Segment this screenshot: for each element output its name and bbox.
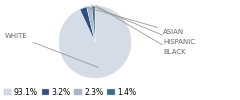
Text: HISPANIC: HISPANIC bbox=[91, 6, 195, 45]
Text: ASIAN: ASIAN bbox=[85, 7, 184, 35]
Polygon shape bbox=[80, 7, 95, 42]
Text: WHITE: WHITE bbox=[5, 33, 98, 67]
Polygon shape bbox=[92, 6, 95, 42]
Legend: 93.1%, 3.2%, 2.3%, 1.4%: 93.1%, 3.2%, 2.3%, 1.4% bbox=[4, 88, 136, 96]
Polygon shape bbox=[59, 6, 131, 78]
Text: BLACK: BLACK bbox=[96, 6, 186, 55]
Polygon shape bbox=[87, 6, 95, 42]
